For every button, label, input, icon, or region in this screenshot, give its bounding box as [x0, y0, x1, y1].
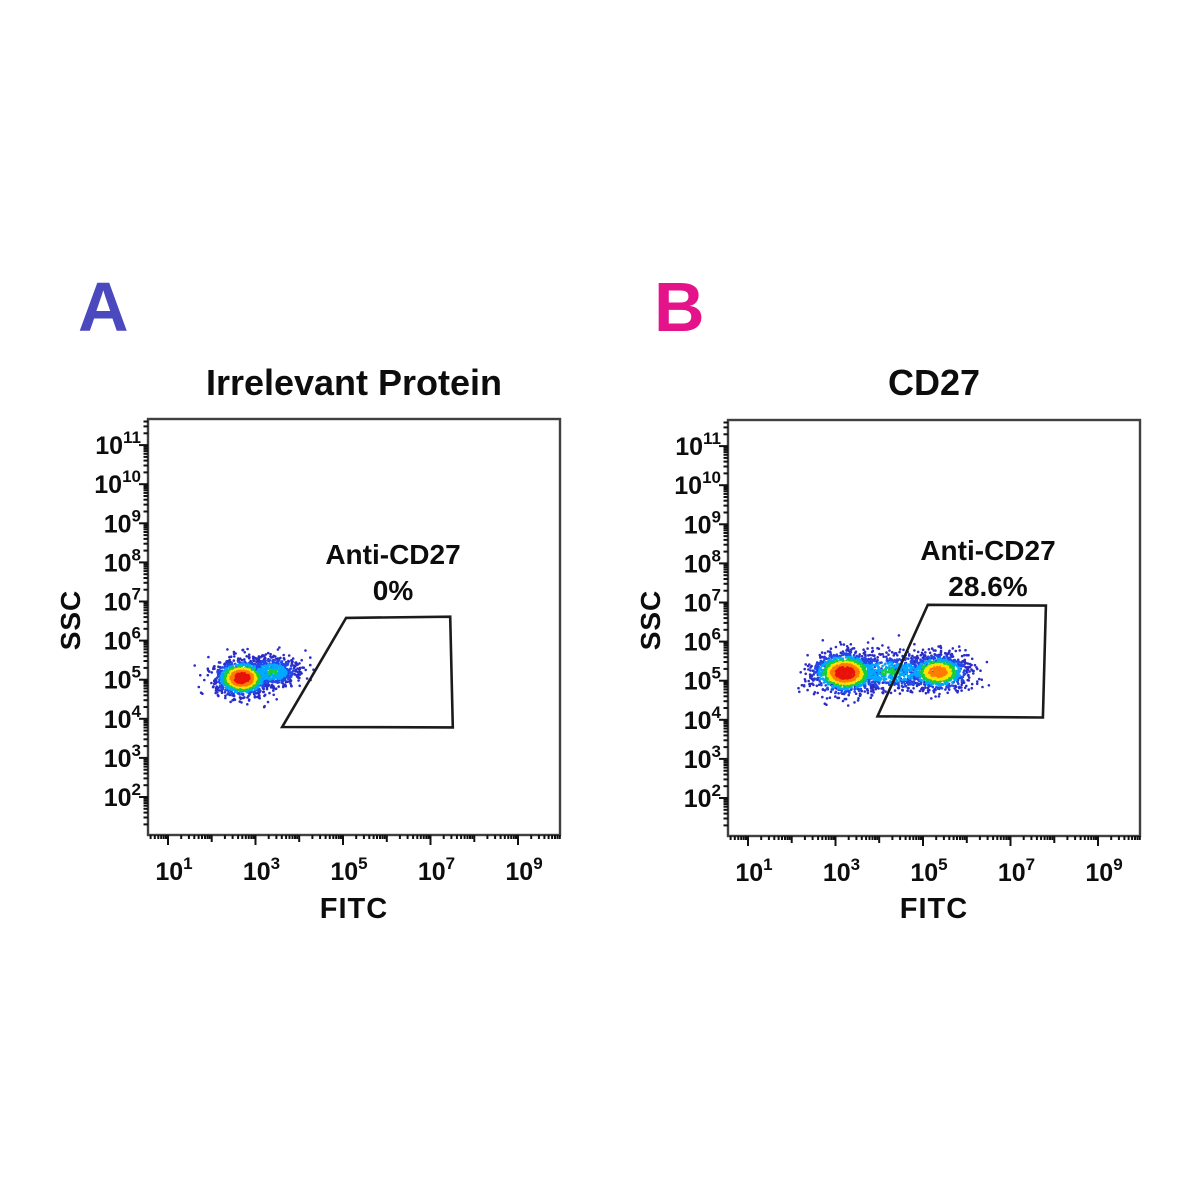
y-tick-label: 103 — [104, 741, 141, 773]
y-tick-label: 102 — [684, 781, 721, 813]
x-tick-label: 101 — [155, 854, 192, 886]
panel-b-letter: B — [654, 268, 705, 346]
panel-b-x-axis-label: FITC — [899, 893, 969, 925]
y-tick-label: 1011 — [95, 428, 141, 460]
panel-a-y-axis-label: SSC — [55, 589, 86, 651]
x-tick-label: 105 — [910, 855, 947, 887]
y-tick-label: 103 — [684, 742, 721, 774]
panel-b-gate-percent: 28.6% — [948, 571, 1028, 602]
x-tick-label: 109 — [505, 854, 542, 886]
scatter-density-points — [193, 646, 315, 709]
panel-a-gate-label: Anti-CD27 — [325, 539, 461, 570]
y-tick-label: 105 — [104, 663, 141, 695]
x-tick-label: 107 — [998, 855, 1035, 887]
axis-tick-labels: 101 103 105 107 109 102 103 104 105 106 107 108 109 1… — [94, 428, 542, 886]
x-tick-label: 103 — [243, 854, 280, 886]
gate-polygon — [875, 603, 1048, 719]
axis-ticks — [719, 421, 1141, 846]
y-tick-label: 108 — [684, 546, 721, 578]
y-tick-label: 109 — [104, 506, 141, 538]
panel-b-y-axis-label: SSC — [635, 589, 666, 651]
y-tick-label: 107 — [684, 585, 721, 617]
panel-plot-1: 101 103 105 107 109 102 103 104 105 106 107 108 109 1… — [674, 418, 1142, 887]
axis-ticks — [139, 420, 561, 845]
x-tick-label: 105 — [330, 854, 367, 886]
y-tick-label: 105 — [684, 664, 721, 696]
y-tick-label: 106 — [104, 624, 141, 656]
y-tick-label: 109 — [684, 507, 721, 539]
panel-a-title: Irrelevant Protein — [205, 362, 503, 403]
x-tick-label: 103 — [823, 855, 860, 887]
plot-frame — [146, 417, 562, 837]
plot-frame — [726, 418, 1142, 838]
panel-b-title: CD27 — [887, 362, 981, 403]
y-tick-label: 1010 — [94, 467, 141, 499]
panel-a-letter: A — [78, 268, 129, 346]
x-tick-label: 101 — [735, 855, 772, 887]
axis-tick-labels: 101 103 105 107 109 102 103 104 105 106 107 108 109 1… — [674, 429, 1122, 887]
y-tick-label: 1010 — [674, 468, 721, 500]
panel-a-x-axis-label: FITC — [319, 893, 389, 925]
panel-a-gate-percent: 0% — [372, 575, 414, 606]
y-tick-label: 106 — [684, 625, 721, 657]
panel-plot-0: 101 103 105 107 109 102 103 104 105 106 107 108 109 1… — [94, 417, 562, 886]
y-tick-label: 1011 — [675, 429, 721, 461]
panel-b-gate-label: Anti-CD27 — [920, 535, 1056, 566]
y-tick-label: 104 — [104, 702, 142, 734]
y-tick-label: 102 — [104, 780, 141, 812]
x-tick-label: 107 — [418, 854, 455, 886]
scatter-density-points — [797, 634, 991, 707]
y-tick-label: 107 — [104, 584, 141, 616]
x-tick-label: 109 — [1085, 855, 1122, 887]
y-tick-label: 104 — [684, 703, 722, 735]
y-tick-label: 108 — [104, 545, 141, 577]
gate-polygon — [279, 615, 455, 729]
